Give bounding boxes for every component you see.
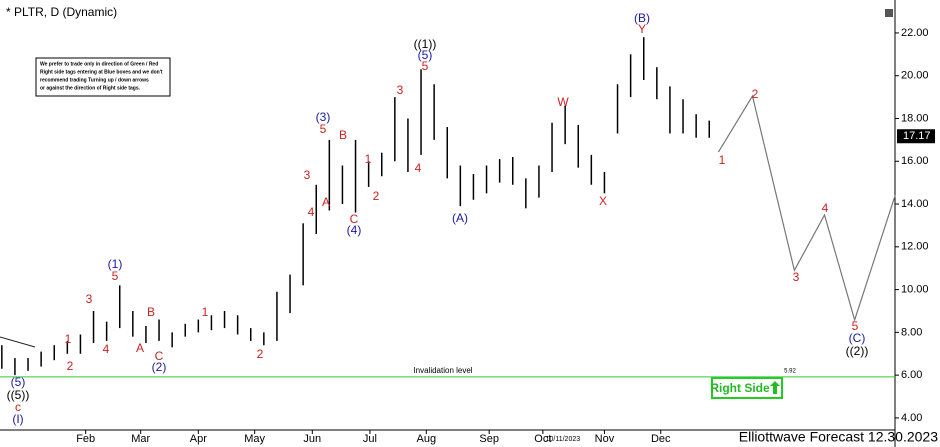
- wave-label: ((1)): [414, 37, 437, 51]
- y-tick-label: 6.00: [901, 369, 922, 381]
- wave-label: (5): [11, 375, 26, 389]
- right-side-tag: Right Side: [710, 381, 770, 395]
- wave-label: 5: [112, 269, 119, 283]
- note-line: Right side tags entering at Blue boxes a…: [40, 69, 163, 75]
- wave-label: (4): [347, 223, 362, 237]
- y-tick-label: 16.00: [901, 155, 929, 167]
- wave-label: 3: [86, 292, 93, 306]
- wave-label: (A): [452, 211, 468, 225]
- corner-icon: [885, 9, 893, 17]
- up-arrow: [770, 381, 780, 394]
- wave-label: ((5)): [7, 388, 30, 402]
- wave-label: 3: [304, 168, 311, 182]
- x-tick-label: Aug: [416, 433, 436, 445]
- last-price-box: [897, 129, 935, 144]
- wave-label: 3: [793, 270, 800, 284]
- wave-label: 3: [397, 83, 404, 97]
- y-tick-label: 12.00: [901, 241, 929, 253]
- wave-label: 2: [373, 189, 380, 203]
- left-line: [0, 336, 36, 348]
- wave-label: (5): [418, 48, 433, 62]
- x-tick-label: Apr: [190, 433, 207, 445]
- wave-label: 2: [257, 347, 264, 361]
- wave-label: (B): [634, 11, 650, 25]
- footer: Elliottwave Forecast 12.30.2023: [739, 429, 938, 445]
- wave-label: 1: [65, 332, 72, 346]
- projection-line: [717, 94, 896, 323]
- wave-label: (C): [849, 331, 866, 345]
- x-tick-label: Dec: [651, 433, 671, 445]
- wave-label: B: [339, 128, 347, 142]
- wave-label: 5: [422, 59, 429, 73]
- y-tick-label: 4.00: [901, 412, 922, 424]
- chart-title: * PLTR, D (Dynamic): [6, 5, 117, 19]
- wave-label: (3): [316, 110, 331, 124]
- wave-label: 1: [365, 152, 372, 166]
- note-line: or against the direction of Right side t…: [40, 85, 141, 91]
- x-tick-label: Jul: [363, 433, 377, 445]
- x-tick-label: Feb: [76, 433, 95, 445]
- wave-label: 2: [67, 359, 74, 373]
- date-marker: 10/11/2023: [546, 436, 581, 443]
- note-line: recommend trading Turning up / down arro…: [40, 77, 149, 83]
- wave-label: A: [322, 195, 330, 209]
- x-tick-label: Sep: [479, 433, 499, 445]
- wave-label: 4: [822, 201, 829, 215]
- wave-label: (1): [108, 257, 123, 271]
- wave-label: 1: [202, 305, 209, 319]
- wave-label: W: [557, 95, 569, 109]
- x-tick-label: Nov: [595, 433, 615, 445]
- wave-label: X: [599, 194, 607, 208]
- wave-label: 1: [719, 153, 726, 167]
- y-tick-label: 14.00: [901, 198, 929, 210]
- x-tick-label: Mar: [131, 433, 150, 445]
- wave-label: C: [350, 212, 359, 226]
- wave-label: A: [136, 341, 144, 355]
- invalidation-text: Invalidation level: [413, 366, 472, 375]
- note-line: We prefer to trade only in direction of …: [40, 61, 158, 67]
- wave-label: C: [155, 349, 164, 363]
- wave-label: c: [15, 400, 21, 414]
- y-tick-label: 18.00: [901, 112, 929, 124]
- note-box: [35, 57, 171, 97]
- y-tick-label: 8.00: [901, 326, 922, 338]
- wave-label: B: [147, 305, 155, 319]
- wave-label: 4: [415, 161, 422, 175]
- y-tick-label: 20.00: [901, 70, 929, 82]
- wave-label: 5: [852, 319, 859, 333]
- wave-label: 4: [103, 342, 110, 356]
- y-tick-label: 10.00: [901, 283, 929, 295]
- wave-label: 5: [320, 122, 327, 136]
- y-tick-label: 22.00: [901, 27, 929, 39]
- wave-label: (I): [12, 412, 23, 426]
- wave-label: 2: [752, 87, 759, 101]
- x-tick-label: Oct: [534, 433, 551, 445]
- last-price-label: 17.17: [903, 130, 931, 142]
- x-tick-label: May: [244, 433, 265, 445]
- wave-label: 4: [308, 205, 315, 219]
- x-tick-label: Jun: [303, 433, 321, 445]
- wave-label: Y: [638, 22, 646, 36]
- right-side-box: [711, 377, 783, 399]
- wave-label: (2): [152, 360, 167, 374]
- invalidation-label: 5.92: [784, 368, 796, 374]
- wave-label: ((2)): [846, 344, 869, 358]
